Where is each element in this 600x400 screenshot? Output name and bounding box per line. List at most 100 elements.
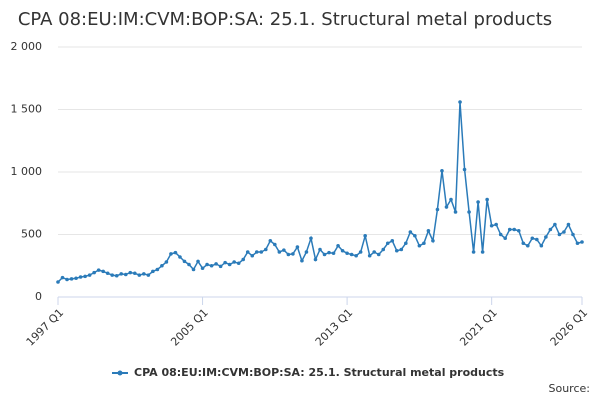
- point: [322, 252, 327, 257]
- point: [553, 222, 557, 227]
- point: [178, 255, 182, 259]
- point: [56, 280, 60, 284]
- point: [263, 247, 268, 252]
- point: [105, 271, 110, 276]
- point: [187, 262, 191, 267]
- point: [376, 252, 381, 257]
- y-tick-label: 2 000: [11, 40, 43, 53]
- point: [381, 247, 386, 252]
- point: [340, 248, 345, 253]
- point: [422, 241, 426, 246]
- point: [336, 243, 340, 248]
- point: [372, 250, 377, 254]
- point: [354, 253, 358, 258]
- point: [65, 277, 69, 282]
- point: [327, 250, 331, 255]
- point: [223, 260, 227, 265]
- point: [530, 236, 535, 241]
- point: [114, 273, 119, 278]
- point: [119, 272, 124, 276]
- point: [462, 167, 467, 172]
- point: [300, 258, 304, 263]
- point: [214, 262, 218, 266]
- point: [110, 273, 115, 277]
- point: [453, 210, 458, 214]
- point: [132, 271, 137, 276]
- point: [205, 262, 209, 267]
- point: [78, 275, 83, 279]
- y-tick-label: 0: [35, 290, 42, 303]
- point: [363, 233, 367, 238]
- point: [209, 263, 214, 268]
- point: [173, 250, 178, 255]
- point: [575, 241, 580, 246]
- point: [431, 238, 435, 243]
- point: [507, 227, 512, 232]
- point: [218, 264, 223, 269]
- point: [164, 260, 169, 264]
- point: [128, 270, 133, 275]
- point: [557, 232, 562, 237]
- point: [503, 236, 508, 241]
- point: [385, 241, 390, 246]
- point: [101, 269, 105, 274]
- point: [394, 248, 399, 253]
- point: [254, 250, 259, 254]
- point: [60, 275, 65, 280]
- y-tick-label: 1 000: [11, 165, 43, 178]
- point: [489, 223, 494, 228]
- point: [404, 241, 408, 246]
- point: [295, 245, 300, 249]
- point: [96, 268, 101, 272]
- point: [92, 270, 96, 275]
- point: [232, 260, 236, 264]
- legend-marker: [117, 370, 123, 376]
- point: [435, 207, 440, 212]
- point: [399, 247, 404, 252]
- point: [160, 263, 164, 268]
- point: [245, 250, 250, 254]
- point: [151, 269, 155, 274]
- point: [544, 235, 548, 239]
- point: [169, 252, 173, 256]
- point: [521, 241, 526, 246]
- point: [449, 197, 453, 202]
- x-tick-label: 2026 Q1: [548, 306, 591, 349]
- point: [87, 273, 92, 277]
- point: [345, 251, 349, 256]
- point: [155, 267, 160, 272]
- point: [191, 267, 196, 272]
- point: [318, 247, 322, 252]
- chart-title: CPA 08:EU:IM:CVM:BOP:SA: 25.1. Structura…: [18, 9, 552, 30]
- point: [142, 272, 146, 276]
- point: [304, 250, 309, 254]
- point: [286, 252, 291, 257]
- point: [349, 252, 354, 257]
- point: [498, 232, 503, 237]
- point: [458, 100, 462, 104]
- point: [309, 236, 313, 241]
- point: [236, 261, 241, 266]
- y-tick-label: 1 500: [11, 103, 43, 116]
- point: [200, 266, 205, 271]
- point: [516, 228, 521, 233]
- point: [137, 273, 142, 277]
- point: [74, 276, 78, 281]
- point: [471, 250, 476, 254]
- point: [444, 205, 449, 209]
- point: [417, 243, 422, 248]
- point: [548, 227, 553, 232]
- point: [259, 250, 264, 254]
- point: [413, 233, 417, 238]
- point: [227, 262, 232, 267]
- point: [241, 257, 246, 262]
- point: [562, 230, 566, 234]
- point: [331, 251, 336, 256]
- point: [512, 227, 517, 232]
- point: [467, 210, 471, 214]
- point: [268, 238, 273, 243]
- point: [408, 230, 413, 234]
- point: [390, 238, 395, 243]
- point: [580, 240, 584, 244]
